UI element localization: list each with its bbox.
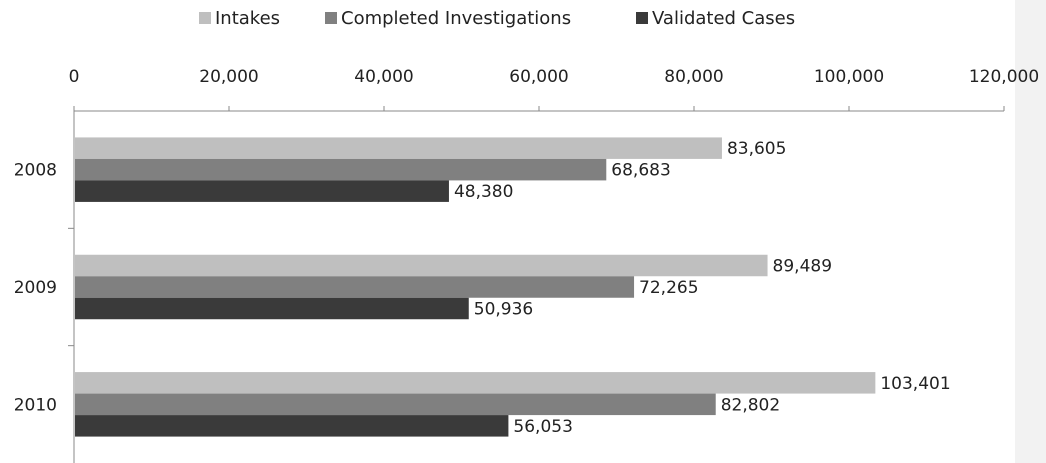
x-tick-label-6: 120,000 [969,67,1039,87]
x-tick-label-2: 40,000 [354,67,413,87]
data-label-2010-series-2: 82,802 [721,395,780,415]
legend-swatch-1 [199,12,211,24]
legend-swatch-3 [636,12,648,24]
legend-swatch-2 [325,12,337,24]
bar-2008-series-2 [75,158,607,181]
x-tick-label-3: 60,000 [509,67,568,87]
bar-2008-series-1 [75,137,722,159]
data-label-2008-series-3: 48,380 [454,182,513,202]
bar-2010-series-1 [75,372,876,394]
x-tick-label-0: 0 [69,67,80,87]
x-tick-label-5: 100,000 [814,67,884,87]
legend-label-1: Intakes [215,8,280,29]
y-tick-label-0: 2008 [14,161,57,181]
bar-2010-series-3 [75,415,509,437]
x-tick-label-4: 80,000 [664,67,723,87]
data-label-2010-series-3: 56,053 [513,417,572,437]
bar-2008-series-3 [75,180,449,202]
bar-2009-series-3 [75,297,469,320]
legend-label-2: Completed Investigations [341,8,571,29]
legend-label-3: Validated Cases [652,8,795,29]
data-label-2008-series-2: 68,683 [611,161,670,181]
x-tick-label-1: 20,000 [199,67,258,87]
bar-2009-series-2 [75,276,635,298]
side-panel [1015,0,1046,463]
data-label-2010-series-1: 103,401 [880,374,950,394]
data-label-2008-series-1: 83,605 [727,139,786,159]
data-label-2009-series-2: 72,265 [639,278,698,298]
y-tick-label-1: 2009 [14,278,57,298]
data-label-2009-series-1: 89,489 [773,257,832,277]
data-label-2009-series-3: 50,936 [474,300,533,320]
bar-2010-series-2 [75,393,716,416]
bar-2009-series-1 [75,254,768,277]
y-tick-label-2: 2010 [14,395,57,415]
